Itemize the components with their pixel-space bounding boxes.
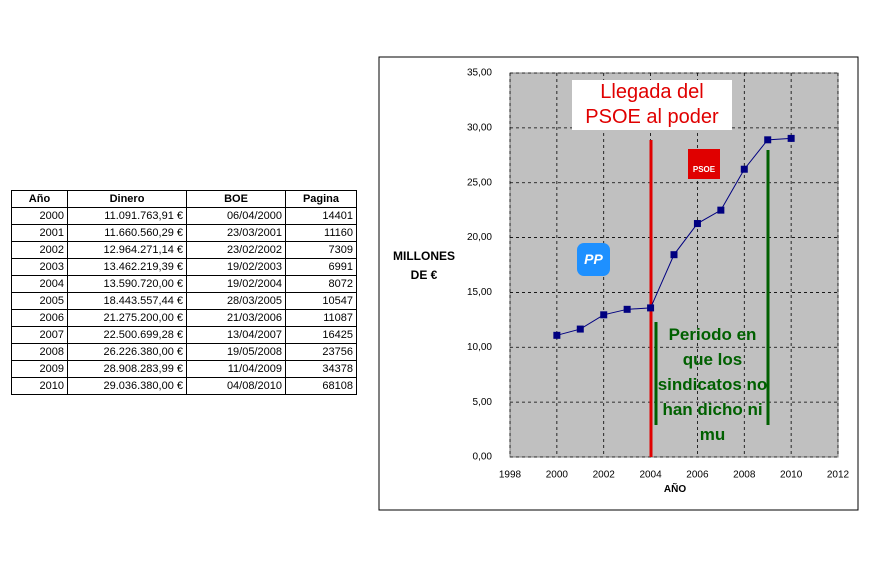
table-cell: 11.660.560,29 € <box>67 224 187 242</box>
logo-pp: PP <box>577 243 610 276</box>
table-cell: 68108 <box>285 377 357 395</box>
y-tick-label: 25,00 <box>467 177 492 188</box>
logo-psoe: PSOE <box>688 149 720 179</box>
table-cell: 23756 <box>285 343 357 361</box>
table-cell: 6991 <box>285 258 357 276</box>
y-tick-label: 0,00 <box>473 452 493 463</box>
table-cell: 2010 <box>11 377 68 395</box>
table-cell: 04/08/2010 <box>186 377 286 395</box>
data-point <box>647 304 655 312</box>
x-tick-label: 1998 <box>499 470 522 481</box>
data-point <box>553 331 561 339</box>
data-point <box>670 251 678 259</box>
data-point <box>787 134 795 142</box>
x-tick-label: 2006 <box>686 470 709 481</box>
x-axis-label: AÑO <box>663 484 687 495</box>
table-cell: 2003 <box>11 258 68 276</box>
table-cell: 11.091.763,91 € <box>67 207 187 225</box>
x-tick-label: 2012 <box>827 470 850 481</box>
data-point <box>693 220 701 228</box>
data-point <box>740 165 748 173</box>
table-cell: 2000 <box>11 207 68 225</box>
data-point <box>576 325 584 333</box>
table-row: 2002 12.964.271,14 €23/02/2002 7309 <box>11 241 357 259</box>
annotation-sindicatos: Periodo en que los sindicatos no han dic… <box>657 325 768 444</box>
table-cell: 2002 <box>11 241 68 259</box>
data-point <box>623 305 631 313</box>
table-row: 2008 26.226.380,00 €19/05/2008 23756 <box>11 343 357 361</box>
table-cell: 13.462.219,39 € <box>67 258 187 276</box>
x-tick-label: 2004 <box>639 470 662 481</box>
table-cell: 21.275.200,00 € <box>67 309 187 327</box>
data-point <box>764 136 772 144</box>
y-tick-label: 20,00 <box>467 232 492 243</box>
table-cell: 7309 <box>285 241 357 259</box>
table-body: 2000 11.091.763,91 €06/04/2000 14401 2001 11… <box>11 207 357 395</box>
table-cell: 2004 <box>11 275 68 293</box>
y-tick-label: 30,00 <box>467 122 492 133</box>
x-tick-label: 2008 <box>733 470 756 481</box>
x-tick-label: 2010 <box>780 470 803 481</box>
annotation-psoe: Llegada del PSOE al poder <box>572 80 732 130</box>
table-row: 2005 18.443.557,44 €28/03/2005 10547 <box>11 292 357 310</box>
x-tick-label: 2000 <box>546 470 569 481</box>
data-table: Año Dinero BOE Pagina 2000 11.091.763,91 €06… <box>11 190 357 395</box>
table-row: 2001 11.660.560,29 €23/03/2001 11160 <box>11 224 357 242</box>
y-tick-label: 35,00 <box>467 68 492 79</box>
data-point <box>600 311 608 319</box>
table-cell: 12.964.271,14 € <box>67 241 187 259</box>
table-cell: 16425 <box>285 326 357 344</box>
x-tick-label: 2002 <box>593 470 616 481</box>
table-cell: 2007 <box>11 326 68 344</box>
table-cell: 28/03/2005 <box>186 292 286 310</box>
table-row: 2004 13.590.720,00 €19/02/2004 8072 <box>11 275 357 293</box>
table-row: 2007 22.500.699,28 €13/04/2007 16425 <box>11 326 357 344</box>
table-cell: 29.036.380,00 € <box>67 377 187 395</box>
plot-area <box>509 72 839 458</box>
y-axis-label: MILLONES DE € <box>393 249 455 282</box>
y-tick-label: 15,00 <box>467 287 492 298</box>
table-cell: 13/04/2007 <box>186 326 286 344</box>
data-point <box>717 206 725 214</box>
table-cell: 11087 <box>285 309 357 327</box>
table-row: 2010 29.036.380,00 €04/08/2010 68108 <box>11 377 357 395</box>
table-cell: 13.590.720,00 € <box>67 275 187 293</box>
table-row: 2003 13.462.219,39 €19/02/2003 6991 <box>11 258 357 276</box>
y-tick-label: 10,00 <box>467 342 492 353</box>
y-tick-label: 5,00 <box>473 397 493 408</box>
